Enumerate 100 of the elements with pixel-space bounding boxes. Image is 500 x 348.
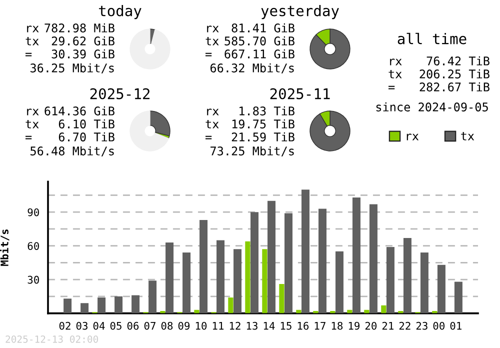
text: all time [398,32,466,44]
text: since 2024-09-05 [376,102,488,112]
donut-slice [310,110,350,152]
text: 782.98 MiB [44,23,114,32]
text: = [26,136,32,140]
x-tick-label: 14 [264,322,275,330]
x-tick-label: 21 [382,322,394,330]
y-axis-title: Mbit/s [0,230,10,266]
text: 667.11 GiB [224,49,294,58]
bar [454,282,462,314]
x-tick-label: 08 [161,322,173,330]
bar [216,240,225,314]
text: 614.36 GiB [44,106,114,116]
text: 206.25 TiB [420,69,490,78]
x-tick-label: 00 [433,322,445,330]
x-tick-label: 09 [178,322,190,330]
bar [200,220,208,314]
text: = [206,52,212,56]
bar [369,204,378,314]
text: 21.59 TiB [232,132,294,142]
text: rx [207,26,219,32]
x-tick-label: 12 [230,322,240,330]
donut-slice [310,28,350,70]
x-tick-label: 23 [416,322,428,330]
legend-label: tx [461,132,474,140]
text: 66.32 Mbit/s [210,63,294,74]
x-tick-label: 04 [93,322,105,330]
text: 19.75 TiB [232,119,294,128]
bar [166,242,174,314]
text: 56.48 Mbit/s [30,146,114,156]
x-tick-label: 05 [110,322,122,330]
chart-title: 2025-11 [270,88,330,100]
bar [352,197,360,314]
bar [182,252,191,314]
x-tick-label: 13 [246,322,258,330]
text: 6.10 TiB [58,119,114,128]
bar [132,295,140,314]
x-tick-label: 02 [59,322,70,330]
text: rx [390,58,402,66]
bar [262,249,268,314]
text: tx [388,70,402,78]
x-tick-label: 20 [365,322,377,330]
bar [98,298,106,314]
x-tick-label: 16 [298,322,309,330]
text: = [206,136,212,140]
text: tx [26,37,39,46]
bar [148,280,157,314]
text: 282.67 TiB [420,82,490,92]
x-tick-label: 19 [348,322,360,330]
bar [245,241,250,314]
bar [381,305,386,314]
legend-label: rx [406,134,419,140]
bar [268,200,276,314]
text: 1.83 TiB [240,106,294,116]
bar [318,208,326,314]
text: 76.42 TiB [426,56,490,66]
text: 73.25 Mbit/s [210,146,294,156]
chart-title: today [98,4,142,20]
text: 30.39 GiB [52,49,114,58]
bar [228,298,234,314]
bar [403,238,412,314]
x-tick-label: 15 [280,322,292,330]
donut-slice [130,110,169,152]
bar [301,190,310,314]
chart-title: 2025-12 [90,88,150,100]
bar [279,284,284,314]
x-tick-label: 06 [127,322,139,330]
text: tx [206,37,219,46]
bar [194,310,200,314]
text: 6.70 TiB [58,132,114,142]
text: = [388,86,395,90]
x-tick-label: 11 [212,322,224,330]
bar [234,249,242,314]
text: rx [27,108,39,116]
y-tick-label: 60 [28,242,39,250]
x-tick-label: 07 [144,322,156,330]
text: 36.25 Mbit/s [30,63,114,74]
bar [114,296,123,314]
bar [386,246,394,314]
x-tick-label: 17 [314,322,326,330]
x-tick-label: 18 [332,322,343,330]
bar [284,213,292,314]
bar [64,298,72,314]
text: rx [27,26,39,32]
x-tick-label: 22 [399,322,410,330]
x-tick-label: 01 [450,322,462,330]
x-tick-label: 10 [196,322,207,330]
x-tick-label: 03 [76,322,88,330]
bar [80,303,89,314]
y-tick-label: 30 [28,276,39,284]
text: rx [207,108,219,116]
bar [420,252,428,314]
chart-title: yesterday [261,4,339,20]
donut-slice [150,110,170,136]
bar [250,212,258,314]
text: 29.62 GiB [52,36,114,46]
text: = [26,52,32,56]
text: 81.41 GiB [232,23,294,32]
bar [437,264,446,314]
y-tick-label: 90 [28,208,39,216]
